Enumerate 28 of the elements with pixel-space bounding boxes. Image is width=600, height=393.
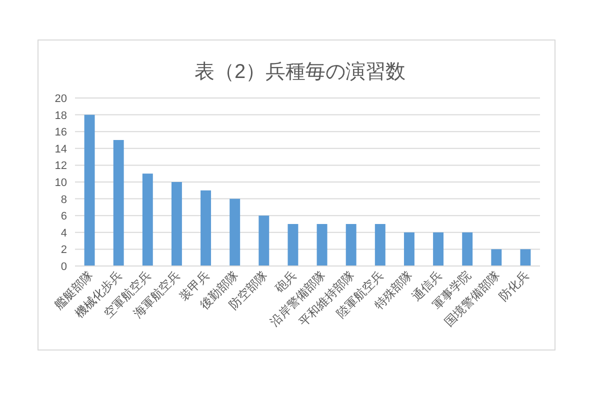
y-tick-label: 14 (54, 143, 67, 156)
bar (404, 232, 414, 266)
bar (113, 140, 124, 266)
y-tick-label: 2 (60, 244, 67, 256)
bar (316, 224, 328, 266)
y-tick-label: 0 (60, 261, 67, 273)
bar (374, 224, 386, 266)
bar (491, 249, 502, 266)
y-tick-label: 12 (54, 160, 67, 172)
y-tick-label: 4 (60, 227, 67, 240)
bar (462, 232, 473, 266)
y-tick-label: 20 (54, 93, 67, 105)
y-tick-label: 16 (54, 126, 67, 139)
bar (171, 182, 182, 266)
bar (346, 224, 356, 266)
bar (520, 249, 531, 266)
bar (433, 232, 444, 266)
bar (142, 174, 153, 266)
y-tick-label: 18 (54, 110, 67, 122)
bar (230, 198, 240, 266)
bar (84, 114, 95, 266)
bar (288, 224, 298, 266)
bar (258, 216, 270, 266)
bar (200, 190, 212, 266)
chart-title: 表（2）兵種毎の演習数 (194, 61, 406, 83)
y-tick-label: 10 (54, 177, 67, 189)
y-tick-label: 8 (60, 194, 67, 206)
y-tick-label: 6 (60, 210, 67, 223)
